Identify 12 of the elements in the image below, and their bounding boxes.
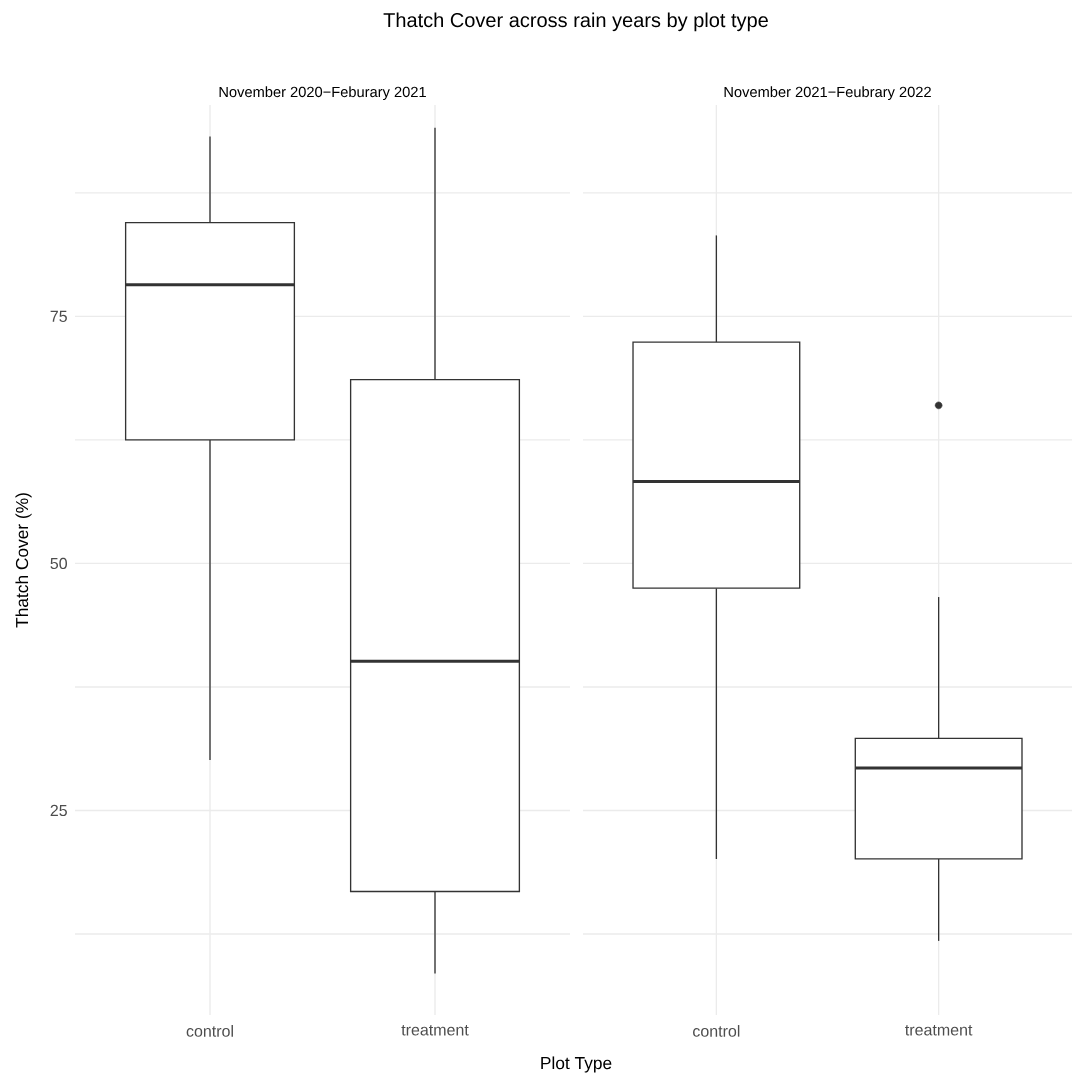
chart-subtitle: November 2021−Feubrary 2022 bbox=[724, 86, 931, 101]
x-axis-title: Plot Type bbox=[541, 1056, 612, 1073]
chart-subtitle: November 2020−Feburary 2021 bbox=[219, 86, 426, 101]
x-tick-label: control bbox=[186, 1025, 233, 1037]
y-tick-label: 50 bbox=[50, 557, 67, 570]
chart-title: Thatch Cover across rain years by plot type bbox=[383, 12, 768, 32]
y-axis-title: Thatch Cover (%) bbox=[15, 493, 32, 628]
y-tick-label: 25 bbox=[50, 804, 67, 817]
x-tick-label: treatment bbox=[401, 1025, 469, 1036]
x-tick-label: treatment bbox=[905, 1025, 973, 1036]
y-tick-label: 75 bbox=[50, 310, 67, 323]
x-tick-label: control bbox=[693, 1025, 740, 1037]
